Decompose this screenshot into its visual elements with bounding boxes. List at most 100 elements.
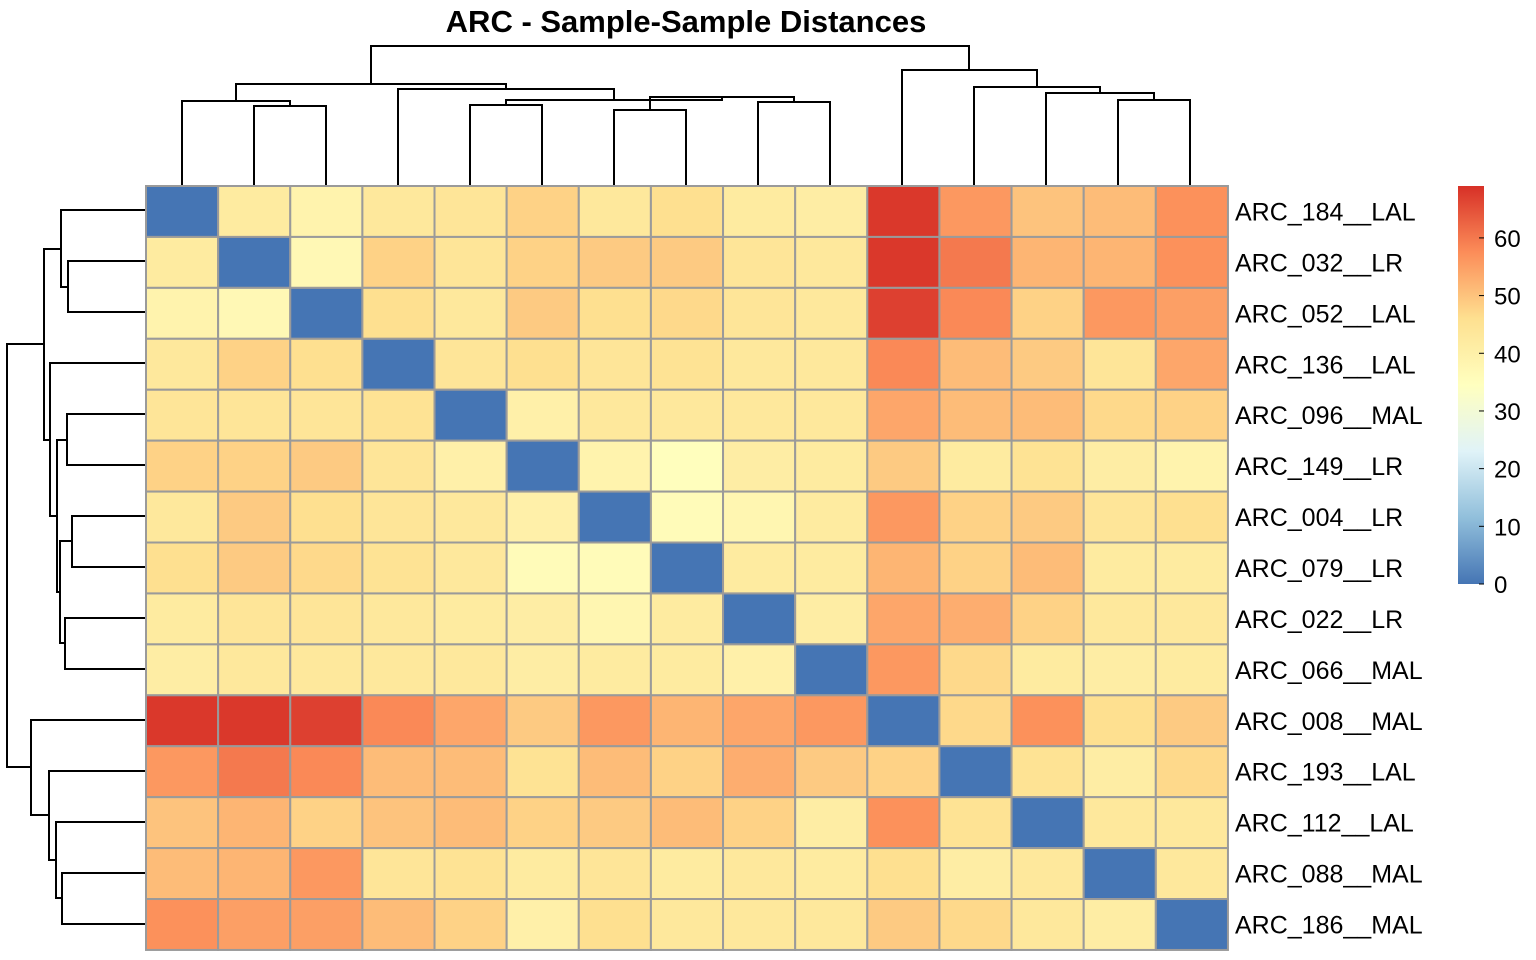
heatmap-cell <box>505 796 580 850</box>
color-legend-ticks: 0 10 20 30 40 50 60 <box>1479 226 1521 599</box>
heatmap-cell <box>1154 490 1229 544</box>
heatmap-cell <box>145 185 220 238</box>
heatmap-cell <box>577 745 652 799</box>
heatmap-cell <box>217 847 292 901</box>
heatmap-cell <box>505 745 580 799</box>
heatmap-cell <box>1010 235 1085 289</box>
heatmap-cell <box>145 439 220 493</box>
heatmap-cell <box>649 337 725 391</box>
heatmap-cell <box>1154 541 1229 595</box>
heatmap-cell <box>794 694 869 748</box>
heatmap-cell <box>145 388 220 442</box>
heatmap-cell <box>938 796 1013 850</box>
heatmap-cell <box>361 185 436 238</box>
heatmap-cell <box>289 235 364 289</box>
heatmap-cell <box>289 388 364 442</box>
heatmap-cell <box>577 592 652 646</box>
heatmap-cell <box>361 439 436 493</box>
heatmap-cell <box>505 286 580 340</box>
heatmap-cell <box>866 898 941 951</box>
heatmap-cell <box>577 847 652 901</box>
heatmap-cell <box>145 694 220 748</box>
heatmap-cell <box>938 337 1013 391</box>
heatmap-cell <box>1154 337 1229 391</box>
heatmap-cell <box>722 439 797 493</box>
heatmap-cell <box>1082 185 1157 238</box>
heatmap-cell <box>1010 541 1085 595</box>
heatmap-cell <box>722 796 797 850</box>
heatmap-cell <box>361 643 436 697</box>
heatmap-cell <box>289 643 364 697</box>
heatmap-cell <box>866 796 941 850</box>
heatmap-cell <box>794 235 869 289</box>
heatmap-cell <box>217 796 292 850</box>
heatmap-cell <box>433 643 508 697</box>
heatmap-cell <box>1082 286 1157 340</box>
row-label: ARC_008__MAL <box>1235 708 1423 736</box>
row-label: ARC_066__MAL <box>1235 657 1423 685</box>
heatmap-cell <box>361 286 436 340</box>
heatmap-cell <box>577 490 652 544</box>
heatmap-cell <box>577 286 652 340</box>
heatmap-cell <box>217 643 292 697</box>
heatmap-cell <box>577 796 652 850</box>
heatmap-cell <box>505 898 580 951</box>
heatmap-cell <box>217 439 292 493</box>
heatmap-cell <box>1010 847 1085 901</box>
heatmap-cell <box>722 337 797 391</box>
heatmap-cell <box>289 337 364 391</box>
heatmap-cell <box>866 745 941 799</box>
legend-tick-label: 20 <box>1494 457 1521 484</box>
heatmap-cell <box>433 286 508 340</box>
heatmap-cell <box>505 388 580 442</box>
legend-tick-label: 10 <box>1494 514 1521 541</box>
heatmap-cell <box>433 592 508 646</box>
heatmap-cell <box>577 388 652 442</box>
heatmap-cell <box>217 185 292 238</box>
heatmap-cell <box>1010 592 1085 646</box>
heatmap-cell <box>938 745 1013 799</box>
row-label: ARC_088__MAL <box>1235 861 1423 889</box>
heatmap-cell <box>866 541 941 595</box>
heatmap-cell <box>794 286 869 340</box>
heatmap-cell <box>1154 439 1229 493</box>
heatmap-cell <box>1154 796 1229 850</box>
row-label: ARC_032__LR <box>1235 249 1403 277</box>
heatmap-cell <box>505 337 580 391</box>
heatmap-cell <box>1082 490 1157 544</box>
heatmap-cell <box>289 592 364 646</box>
heatmap-cell <box>649 745 725 799</box>
heatmap-cell <box>505 847 580 901</box>
heatmap-cell <box>1082 235 1157 289</box>
heatmap-cell <box>866 286 941 340</box>
heatmap-cell <box>577 439 652 493</box>
heatmap-cell <box>649 439 725 493</box>
heatmap-cell <box>505 643 580 697</box>
heatmap-cell <box>505 439 580 493</box>
heatmap-cell <box>361 847 436 901</box>
heatmap-cell <box>1154 847 1229 901</box>
heatmap-cell <box>1010 490 1085 544</box>
heatmap-cell <box>649 592 725 646</box>
heatmap-cell <box>794 388 869 442</box>
heatmap-cell <box>1082 541 1157 595</box>
heatmap-cell <box>577 694 652 748</box>
heatmap-cell <box>145 541 220 595</box>
heatmap-cells <box>145 185 1229 951</box>
heatmap-cell <box>289 847 364 901</box>
heatmap-cell <box>866 185 941 238</box>
heatmap-cell <box>217 592 292 646</box>
heatmap-cell <box>145 235 220 289</box>
heatmap-cell <box>217 898 292 951</box>
heatmap-cell <box>433 490 508 544</box>
heatmap-cell <box>866 643 941 697</box>
heatmap-cell <box>505 694 580 748</box>
heatmap-cell <box>577 235 652 289</box>
heatmap-cell <box>722 898 797 951</box>
heatmap-cell <box>866 337 941 391</box>
heatmap-cell <box>289 541 364 595</box>
heatmap-cell <box>361 388 436 442</box>
heatmap-cell <box>505 185 580 238</box>
heatmap-cell <box>145 643 220 697</box>
heatmap-cell <box>1010 745 1085 799</box>
